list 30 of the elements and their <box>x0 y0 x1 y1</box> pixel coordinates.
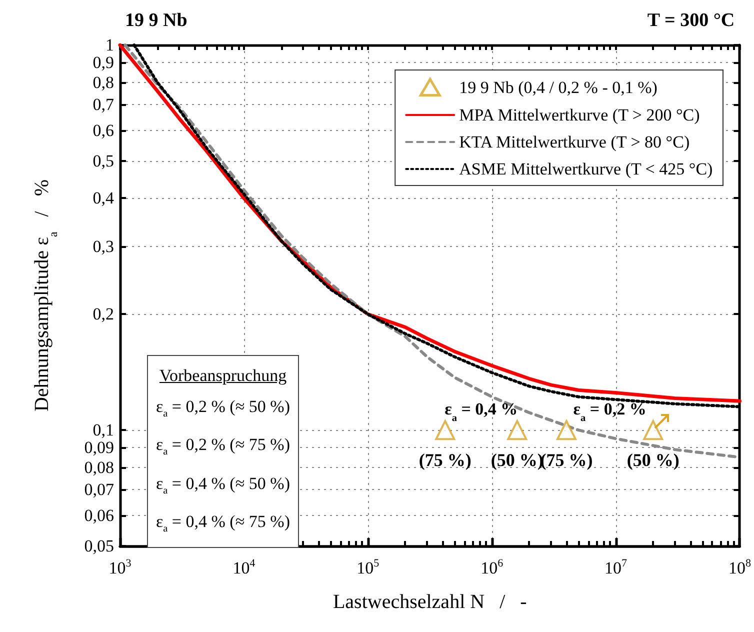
y-tick-label: 0,5 <box>92 151 114 170</box>
y-tick-label: 1 <box>106 36 114 54</box>
y-tick-label: 0,09 <box>84 438 114 458</box>
legend-label: KTA Mittelwertkurve (T > 80 °C) <box>459 132 690 152</box>
y-tick-label: 0,06 <box>84 506 114 526</box>
y-tick-label: 0,2 <box>92 304 114 324</box>
annotation: (75 %) <box>418 450 472 470</box>
y-tick-label: 0,4 <box>92 188 114 208</box>
chart-subtitle: T = 300 °C <box>647 10 735 31</box>
annotation: Vorbeanspruchung <box>159 366 287 385</box>
chart-title: 19 9 Nb <box>125 10 188 31</box>
annotation: ε$_{a}$ = 0,4 % (≈ 50 %) <box>156 474 290 496</box>
y-tick-label: 0,9 <box>92 53 114 72</box>
legend-label: ASME Mittelwertkurve (T < 425 °C) <box>459 160 713 178</box>
y-tick-label: 0,07 <box>84 480 114 500</box>
x-axis-title: Lastwechselzahl N / - <box>332 591 527 613</box>
annotation: (50 %) <box>626 450 680 470</box>
annotation: ε$_{a}$ = 0,2 % (≈ 75 %) <box>156 435 290 458</box>
annotation: ε$_{a}$ = 0,2 % (≈ 50 %) <box>156 397 290 420</box>
y-tick-label: 0,6 <box>92 120 114 140</box>
y-tick-label: 0,3 <box>92 236 114 256</box>
y-tick-label: 0,05 <box>84 536 114 556</box>
legend-label: 19 9 Nb (0,4 / 0,2 % - 0,1 %) <box>459 78 658 97</box>
y-tick-label: 0,7 <box>92 95 114 114</box>
y-tick-label: 0,1 <box>92 420 114 440</box>
legend-label: MPA Mittelwertkurve (T > 200 °C) <box>459 106 700 124</box>
text: Dehnungsamplitude εa / % <box>31 179 60 412</box>
annotation: ε$_{a}$ = 0,4 % (≈ 75 %) <box>156 512 290 535</box>
y-tick-label: 0,8 <box>92 72 114 92</box>
y-tick-label: 0,08 <box>84 458 114 477</box>
